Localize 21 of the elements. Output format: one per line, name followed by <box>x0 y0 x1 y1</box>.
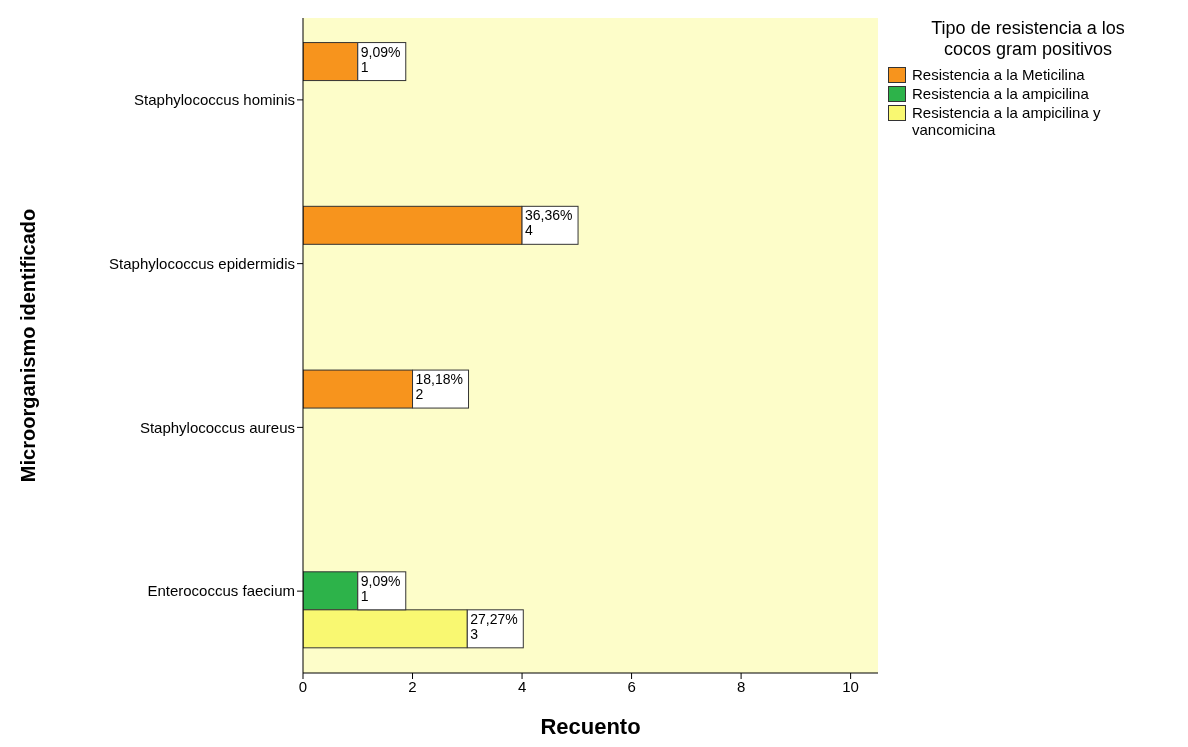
x-tick-label: 10 <box>842 677 859 695</box>
x-tick-label: 4 <box>517 677 527 695</box>
x-tick-label: 0 <box>298 677 308 695</box>
x-tick-label: 8 <box>736 677 746 695</box>
data-label: 27,27% 3 <box>470 610 518 642</box>
legend-label: Resistencia a la ampicilina <box>912 85 1089 102</box>
x-tick-label: 6 <box>627 677 636 695</box>
y-tick-label: Staphylococcus aureus <box>139 418 295 436</box>
data-label: 36,36% 4 <box>525 207 573 239</box>
legend-label: Resistencia a la ampicilina y vancomicina <box>912 104 1102 138</box>
x-tick-label: 2 <box>408 677 417 695</box>
x-axis-title: Recuento <box>540 713 641 739</box>
legend-label: Resistencia a la Meticilina <box>912 66 1085 83</box>
y-tick-label: Staphylococcus epidermidis <box>109 254 295 272</box>
y-axis-title: Microorganismo identificado <box>17 208 40 483</box>
data-label: 18,18% 2 <box>415 371 464 403</box>
data-label: 9,09% 1 <box>360 572 401 604</box>
legend-title: Tipo de resistencia a los cocos gram positivos <box>930 18 1126 60</box>
y-tick-label: Enterococcus faecium <box>147 582 295 600</box>
y-tick-label: Staphylococcus hominis <box>134 91 295 109</box>
data-label: 9,09% 1 <box>360 43 401 75</box>
